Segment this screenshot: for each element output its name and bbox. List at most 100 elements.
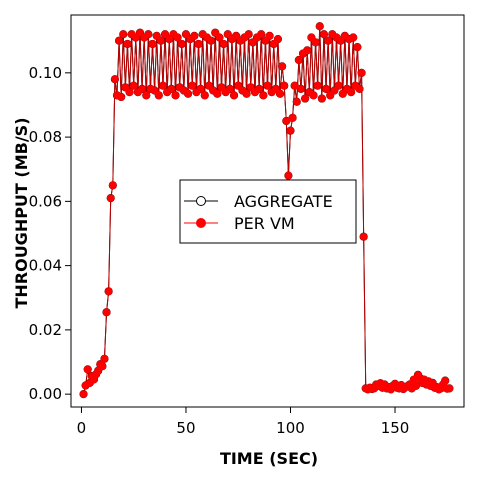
per-vm-point — [301, 94, 310, 103]
per-vm-point — [138, 85, 146, 93]
per-vm-point — [219, 40, 228, 48]
y-tick-label: 0.02 — [29, 321, 62, 339]
per-vm-point — [171, 91, 180, 100]
per-vm-point — [213, 89, 222, 98]
per-vm-point — [284, 171, 293, 180]
per-vm-point — [248, 38, 257, 47]
per-vm-point — [326, 91, 335, 100]
per-vm-point — [292, 97, 301, 106]
per-vm-point — [324, 36, 333, 45]
per-vm-point — [111, 75, 119, 84]
per-vm-point — [257, 30, 266, 39]
legend-aggregate-marker — [196, 196, 206, 206]
per-vm-point — [156, 36, 165, 45]
per-vm-point — [263, 81, 272, 90]
per-vm-point — [98, 362, 107, 371]
per-vm-point — [315, 22, 324, 31]
per-vm-point — [290, 81, 299, 90]
per-vm-point — [173, 33, 182, 42]
per-vm-point — [294, 56, 303, 64]
per-vm-point — [330, 86, 339, 95]
per-vm-point — [276, 89, 284, 98]
legend-pervm-marker — [196, 218, 206, 228]
per-vm-point — [144, 30, 153, 39]
per-vm-point — [207, 36, 215, 45]
per-vm-point — [100, 354, 109, 363]
per-vm-point — [167, 85, 176, 93]
legend-box — [179, 179, 357, 244]
per-vm-point — [211, 28, 220, 37]
per-vm-point — [234, 81, 243, 90]
per-vm-point — [336, 36, 345, 45]
per-vm-point — [317, 94, 326, 103]
per-vm-point — [441, 376, 450, 385]
per-vm-point — [225, 85, 234, 93]
per-vm-point — [278, 62, 287, 71]
per-vm-point — [303, 46, 312, 55]
per-vm-point — [150, 86, 159, 95]
y-tick-label: 0.04 — [29, 257, 62, 275]
y-tick-label: 0.06 — [29, 192, 62, 210]
y-axis: 0.00 0.02 0.04 0.06 0.08 0.10 — [29, 64, 71, 403]
per-vm-point — [177, 40, 186, 48]
per-vm-point — [102, 308, 111, 317]
per-vm-point — [297, 85, 305, 93]
per-vm-point — [119, 30, 128, 39]
per-vm-point — [353, 43, 362, 52]
per-vm-point — [269, 40, 278, 48]
per-vm-point — [115, 36, 123, 45]
per-vm-point — [217, 83, 226, 92]
per-vm-point — [349, 33, 358, 42]
per-vm-point — [142, 91, 151, 100]
legend-aggregate-label: AGGREGATE — [234, 192, 333, 211]
per-vm-point — [205, 81, 213, 90]
y-tick-label: 0.10 — [29, 64, 62, 82]
x-axis: 0 50 100 150 — [77, 407, 410, 437]
per-vm-point — [313, 81, 322, 90]
per-vm-point — [311, 38, 320, 47]
per-vm-point — [334, 81, 343, 90]
per-vm-point — [154, 91, 163, 100]
x-tick-label: 0 — [77, 419, 87, 437]
per-vm-point — [200, 91, 209, 100]
per-vm-point — [265, 31, 274, 40]
per-vm-point — [194, 40, 203, 48]
per-vm-point — [274, 35, 282, 43]
per-vm-point — [196, 85, 205, 93]
per-vm-point — [338, 89, 347, 98]
per-vm-point — [159, 81, 167, 90]
per-vm-point — [125, 88, 134, 97]
per-vm-point — [355, 85, 364, 93]
per-vm-point — [104, 287, 113, 296]
per-vm-point — [322, 85, 330, 93]
x-axis-title: TIME (SEC) — [220, 449, 318, 468]
per-vm-point — [182, 30, 190, 39]
per-vm-point — [188, 81, 197, 90]
per-vm-point — [309, 91, 318, 100]
per-vm-point — [246, 83, 255, 92]
x-tick-label: 150 — [381, 419, 410, 437]
per-vm-point — [244, 30, 253, 39]
per-vm-point — [242, 89, 251, 98]
per-vm-point — [255, 85, 264, 93]
per-vm-point — [261, 36, 270, 45]
per-vm-point — [106, 194, 115, 203]
per-vm-point — [165, 35, 174, 43]
per-vm-point — [184, 89, 192, 98]
per-vm-point — [347, 88, 356, 97]
per-vm-point — [83, 365, 92, 374]
per-vm-point — [320, 30, 328, 39]
per-vm-point — [215, 33, 224, 42]
per-vm-point — [230, 91, 238, 100]
y-tick-label: 0.08 — [29, 128, 62, 146]
per-vm-point — [280, 81, 289, 90]
plot-frame — [70, 14, 465, 408]
x-tick-label: 50 — [176, 419, 195, 437]
per-vm-point — [152, 31, 161, 40]
legend-pervm-label: PER VM — [234, 214, 295, 233]
per-vm-point — [108, 181, 117, 190]
series-points — [79, 22, 454, 399]
per-vm-point — [259, 91, 268, 100]
per-vm-point — [121, 83, 130, 92]
